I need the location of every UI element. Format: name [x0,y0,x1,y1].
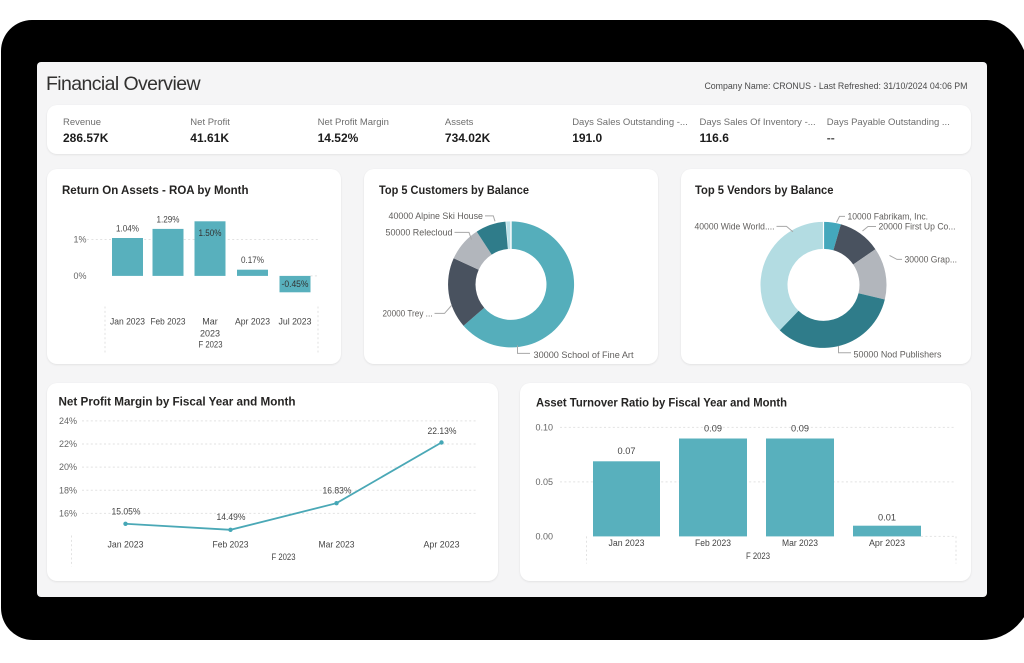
svg-text:Mar: Mar [202,316,218,326]
svg-text:0%: 0% [73,270,86,280]
svg-text:30000 Grap...: 30000 Grap... [904,254,957,264]
svg-text:0.10: 0.10 [535,422,553,432]
svg-text:50000 Relecloud: 50000 Relecloud [385,227,452,237]
svg-text:Feb 2023: Feb 2023 [212,539,248,549]
svg-text:Return On Assets - ROA by Mont: Return On Assets - ROA by Month [62,182,249,196]
svg-text:Jul 2023: Jul 2023 [278,316,311,326]
svg-text:Top 5 Customers by Balance: Top 5 Customers by Balance [379,182,529,196]
svg-text:0.00: 0.00 [535,531,553,541]
svg-text:20000 Trey ...: 20000 Trey ... [382,308,432,318]
svg-text:22.13%: 22.13% [427,426,456,436]
svg-text:Feb 2023: Feb 2023 [695,538,731,548]
svg-text:Jan 2023: Jan 2023 [107,539,143,549]
svg-text:1.04%: 1.04% [116,223,139,233]
svg-text:Top 5 Vendors by Balance: Top 5 Vendors by Balance [695,182,834,196]
svg-text:16.83%: 16.83% [322,485,351,495]
svg-text:Apr 2023: Apr 2023 [235,316,270,326]
svg-text:0.01: 0.01 [878,512,896,522]
svg-text:Asset Turnover Ratio by Fiscal: Asset Turnover Ratio by Fiscal Year and … [536,395,787,409]
svg-text:1.29%: 1.29% [156,214,179,224]
svg-text:2023: 2023 [199,328,219,338]
svg-text:Mar 2023: Mar 2023 [318,539,354,549]
svg-text:40000 Alpine Ski House: 40000 Alpine Ski House [388,211,483,221]
svg-text:0.07: 0.07 [618,446,636,456]
svg-text:1.50%: 1.50% [198,227,221,237]
svg-text:50000 Nod Publishers: 50000 Nod Publishers [853,349,941,359]
svg-text:Feb 2023: Feb 2023 [150,316,185,326]
svg-text:24%: 24% [58,415,76,425]
svg-text:22%: 22% [58,439,76,449]
svg-text:F 2023: F 2023 [271,552,295,562]
svg-text:Apr 2023: Apr 2023 [423,539,459,549]
svg-text:30000 School of Fine Art: 30000 School of Fine Art [533,349,633,359]
svg-text:1%: 1% [73,234,86,244]
svg-text:-0.45%: -0.45% [281,278,308,288]
svg-text:F 2023: F 2023 [198,339,222,349]
svg-text:0.09: 0.09 [791,423,809,433]
svg-text:20000 First Up Co...: 20000 First Up Co... [878,221,955,231]
svg-text:0.17%: 0.17% [241,255,264,265]
svg-text:10000 Fabrikam, Inc.: 10000 Fabrikam, Inc. [847,211,928,221]
svg-text:Net Profit Margin by Fiscal Ye: Net Profit Margin by Fiscal Year and Mon… [58,394,295,408]
svg-text:Jan 2023: Jan 2023 [110,316,145,326]
svg-text:0.05: 0.05 [535,476,553,486]
svg-text:40000 Wide World....: 40000 Wide World.... [694,221,774,231]
svg-text:15.05%: 15.05% [111,506,140,516]
svg-text:F 2023: F 2023 [746,551,770,561]
svg-text:Mar 2023: Mar 2023 [782,538,818,548]
svg-text:Jan 2023: Jan 2023 [609,538,645,548]
svg-text:16%: 16% [58,508,76,518]
svg-text:18%: 18% [58,485,76,495]
svg-text:Apr 2023: Apr 2023 [869,538,905,548]
svg-text:0.09: 0.09 [704,423,722,433]
svg-text:20%: 20% [58,462,76,472]
svg-text:14.49%: 14.49% [216,512,245,522]
